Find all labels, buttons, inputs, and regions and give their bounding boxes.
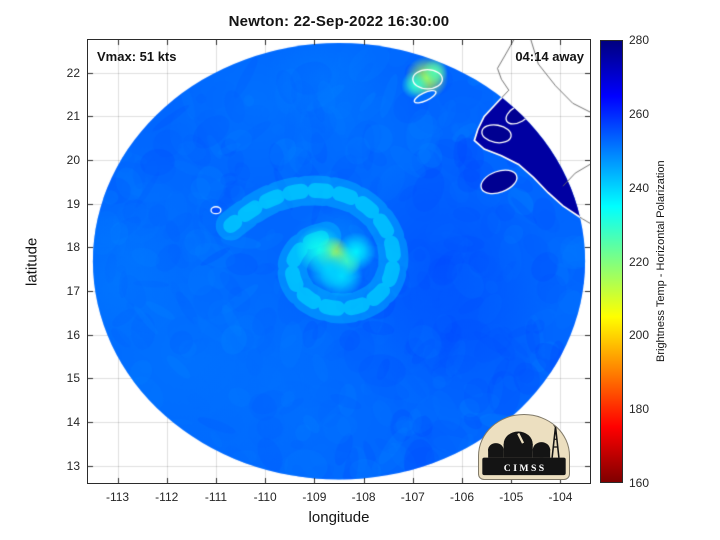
y-tick-label: 16 [66,327,80,342]
x-tick-label: -107 [400,490,425,504]
x-tick-label: -113 [105,490,130,504]
y-tick-label: 18 [66,240,80,255]
brightness-temp-heatmap-canvas [88,40,590,483]
x-tick-label: -109 [302,490,327,504]
colorbar-tick-label: 180 [629,402,650,417]
colorbar [600,40,623,483]
chart-title: Newton: 22-Sep-2022 16:30:00 [228,13,450,30]
colorbar-tick-label: 260 [629,106,650,121]
cimss-logo: C I M S S [478,414,570,480]
x-axis-label: longitude [308,509,370,526]
colorbar-tick-label: 220 [629,254,650,269]
colorbar-tick-label: 280 [629,33,650,47]
y-tick-label: 19 [66,196,80,211]
colorbar-tick-label: 160 [629,476,650,490]
x-tick-label: -111 [204,490,228,504]
x-tick-label: -105 [499,490,524,504]
x-tick-label: -112 [155,490,179,504]
cimss-logo-graphic: C I M S S [482,422,566,476]
colorbar-tick-label: 240 [629,180,650,195]
y-tick-label: 13 [66,458,80,473]
y-tick-label: 14 [66,414,80,429]
y-tick-label: 17 [66,283,80,298]
x-tick-label: -106 [450,490,475,504]
x-tick-label: -104 [548,490,573,504]
colorbar-tick-label: 200 [629,328,650,343]
y-tick-label: 22 [66,65,80,80]
colorbar-axis-label: Brightness Temp - Horizontal Polarizatio… [655,160,667,363]
radio-tower-icon [551,426,560,458]
x-tick-label: -110 [253,490,277,504]
y-axis-label: latitude [23,237,41,286]
vmax-annotation: Vmax: 51 kts [97,49,177,64]
colorbar-gradient [601,41,622,482]
eta-annotation: 04:14 away [515,49,584,64]
y-tick-label: 20 [66,153,80,168]
cimss-logo-text: C I M S S [504,463,544,474]
y-tick-label: 15 [66,371,80,386]
y-tick-label: 21 [66,109,80,124]
plot-area [87,39,591,484]
x-tick-label: -108 [351,490,376,504]
